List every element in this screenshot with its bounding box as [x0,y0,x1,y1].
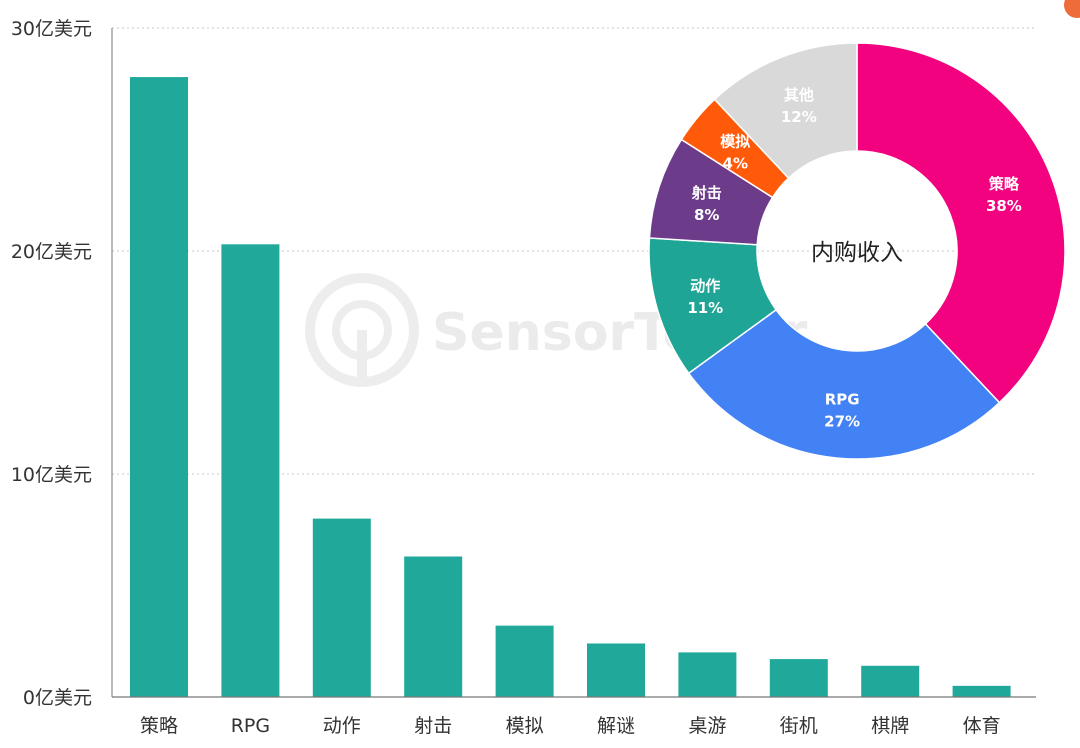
bar-射击 [404,556,463,697]
slice-label: 射击 [691,184,722,202]
x-tick-label: 动作 [323,715,361,737]
slice-RPG [687,308,1001,460]
bar-layer [130,77,1011,697]
bar-解谜 [587,643,645,697]
slice-percent-label: 8% [694,206,719,224]
bar-体育 [952,685,1011,697]
slice-label: RPG [825,390,860,408]
grid-layer [112,27,1036,475]
x-tick-label: 解谜 [597,715,635,737]
slice-其他 [713,42,858,180]
bar-棋牌 [861,665,920,697]
y-tick-label: 10亿美元 [11,464,92,486]
x-tick-label: 桌游 [688,715,726,737]
slice-percent-label: 27% [824,412,860,430]
corner-badge-icon [1064,0,1080,18]
x-tick-label: 街机 [780,715,818,737]
donut-chart: 策略 38% RPG 27% 动作 11% 射击 8% 模拟 4% 其他 12% 内购收入 [648,42,1066,460]
donut-center-label: 内购收入 [811,240,903,266]
bar-街机 [769,659,828,697]
slice-percent-label: 11% [687,299,723,317]
y-tick-label: 30亿美元 [11,18,92,40]
slice-label: 模拟 [720,132,750,150]
bar-策略 [130,77,188,697]
slice-label: 策略 [988,175,1020,193]
x-tick-label: 射击 [414,715,452,737]
x-tick-label: 策略 [140,715,178,737]
y-tick-label: 0亿美元 [23,687,92,709]
slice-percent-label: 12% [781,108,817,126]
bar-RPG [221,244,280,697]
x-tick-label: RPG [231,715,270,737]
watermark-logo-stem [357,330,367,382]
y-tick-label: 20亿美元 [11,241,92,263]
slice-label: 动作 [690,277,720,295]
slice-策略 [856,42,1066,404]
x-tick-label: 模拟 [506,715,544,737]
bar-桌游 [678,652,737,697]
slice-label: 其他 [784,86,814,104]
x-tick-label: 体育 [963,715,1001,737]
slice-percent-label: 38% [986,197,1022,215]
x-tick-label: 棋牌 [871,715,909,737]
slice-percent-label: 4% [723,154,748,172]
bar-动作 [312,518,371,697]
bar-模拟 [495,625,554,697]
